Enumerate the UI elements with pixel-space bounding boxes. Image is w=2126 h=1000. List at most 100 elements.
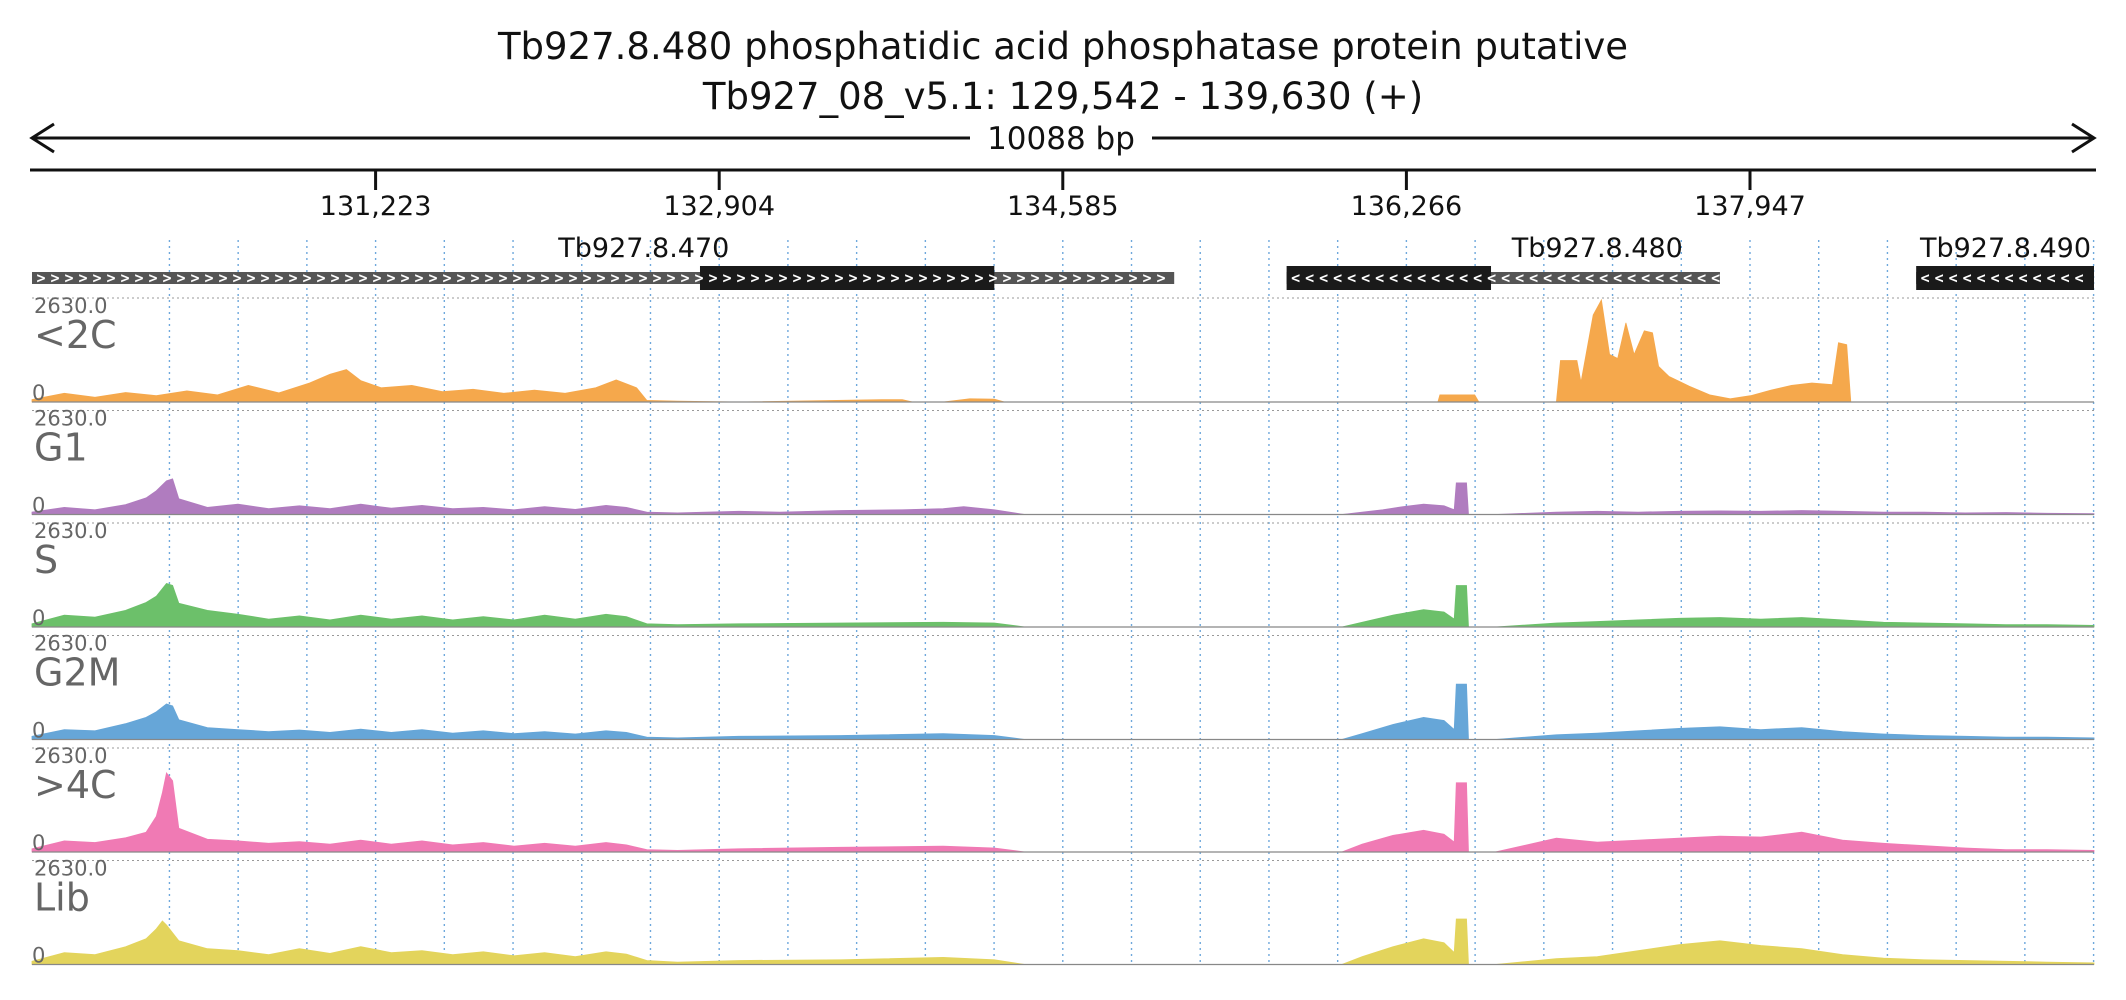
- gene-track: > > > > > > > > > > > > > > > > > > > > > > > > > > > > > > > > > > > > > > > >…: [32, 233, 2094, 290]
- strand-chevron-icon: <: [1529, 269, 1538, 287]
- strand-chevron-icon: >: [1086, 269, 1095, 287]
- strand-chevron-icon: <: [1487, 269, 1496, 287]
- strand-chevron-icon: <: [2019, 269, 2028, 287]
- strand-chevron-icon: >: [1030, 269, 1039, 287]
- strand-chevron-icon: >: [568, 269, 577, 287]
- strand-chevron-icon: >: [820, 269, 829, 287]
- strand-chevron-icon: <: [1697, 269, 1706, 287]
- strand-chevron-icon: >: [50, 269, 59, 287]
- strand-chevron-icon: >: [330, 269, 339, 287]
- strand-chevron-icon: >: [120, 269, 129, 287]
- strand-chevron-icon: >: [624, 269, 633, 287]
- strand-chevron-icon: >: [456, 269, 465, 287]
- track-max-label: 2630.0: [34, 519, 107, 543]
- strand-chevron-icon: <: [1305, 269, 1314, 287]
- gene-cds: [1916, 266, 2094, 290]
- strand-chevron-icon: >: [596, 269, 605, 287]
- strand-chevron-icon: >: [134, 269, 143, 287]
- strand-chevron-icon: >: [344, 269, 353, 287]
- strand-chevron-icon: >: [834, 269, 843, 287]
- strand-chevron-icon: >: [204, 269, 213, 287]
- gene-label: Tb927.8.490: [1919, 233, 2091, 264]
- strand-chevron-icon: <: [1921, 269, 1930, 287]
- strand-chevron-icon: <: [1319, 269, 1328, 287]
- track->4C: 2630.0>4C 0: [31, 744, 2095, 855]
- strand-chevron-icon: <: [1431, 269, 1440, 287]
- strand-chevron-icon: >: [582, 269, 591, 287]
- strand-chevron-icon: >: [652, 269, 661, 287]
- strand-chevron-icon: <: [1669, 269, 1678, 287]
- tick-label: 137,947: [1694, 191, 1806, 222]
- strand-chevron-icon: <: [2061, 269, 2070, 287]
- strand-chevron-icon: <: [1599, 269, 1608, 287]
- strand-chevron-icon: >: [386, 269, 395, 287]
- strand-chevron-icon: >: [442, 269, 451, 287]
- strand-chevron-icon: <: [2075, 269, 2084, 287]
- strand-chevron-icon: >: [1114, 269, 1123, 287]
- track-zero-label: 0: [32, 606, 45, 630]
- strand-chevron-icon: >: [316, 269, 325, 287]
- strand-chevron-icon: >: [92, 269, 101, 287]
- strand-chevron-icon: >: [358, 269, 367, 287]
- coverage-area: [31, 683, 2095, 740]
- track-name: <2C: [34, 313, 117, 357]
- arrow-left-icon: [29, 122, 55, 154]
- strand-chevron-icon: >: [792, 269, 801, 287]
- strand-chevron-icon: <: [1571, 269, 1580, 287]
- strand-chevron-icon: >: [890, 269, 899, 287]
- strand-chevron-icon: >: [722, 269, 731, 287]
- strand-chevron-icon: <: [1501, 269, 1510, 287]
- track-zero-label: 0: [32, 831, 45, 855]
- strand-chevron-icon: >: [806, 269, 815, 287]
- strand-chevron-icon: >: [484, 269, 493, 287]
- strand-chevron-icon: <: [1291, 269, 1300, 287]
- strand-chevron-icon: >: [64, 269, 73, 287]
- strand-chevron-icon: <: [1711, 269, 1720, 287]
- strand-chevron-icon: >: [862, 269, 871, 287]
- track-name: >4C: [34, 763, 117, 807]
- strand-chevron-icon: >: [106, 269, 115, 287]
- strand-chevron-icon: >: [176, 269, 185, 287]
- gene-label: Tb927.8.470: [557, 233, 729, 264]
- coverage-area: [31, 918, 2095, 965]
- track-max-label: 2630.0: [34, 857, 107, 881]
- strand-chevron-icon: >: [932, 269, 941, 287]
- track-max-label: 2630.0: [34, 294, 107, 318]
- strand-chevron-icon: <: [2047, 269, 2056, 287]
- gene-Tb927.8.480[interactable]: < < < < < < < < < < < < < < < < < < < < < < < < < < < < < < <Tb927.8.4…: [1286, 233, 1721, 290]
- strand-chevron-icon: >: [778, 269, 787, 287]
- strand-chevron-icon: >: [498, 269, 507, 287]
- track-name: Lib: [34, 876, 90, 920]
- strand-chevron-icon: >: [1002, 269, 1011, 287]
- track-G1: 2630.0G1 0: [31, 407, 2095, 518]
- strand-chevron-icon: >: [302, 269, 311, 287]
- strand-chevron-icon: <: [1613, 269, 1622, 287]
- strand-chevron-icon: >: [694, 269, 703, 287]
- gene-Tb927.8.470[interactable]: > > > > > > > > > > > > > > > > > > > > > > > > > > > > > > > > > > > > > > > >…: [32, 233, 1175, 290]
- track-zero-label: 0: [32, 719, 45, 743]
- strand-chevron-icon: <: [1347, 269, 1356, 287]
- strand-chevron-icon: <: [1515, 269, 1524, 287]
- strand-chevron-icon: >: [218, 269, 227, 287]
- strand-chevron-icon: >: [288, 269, 297, 287]
- coverage-area: [31, 298, 2094, 403]
- strand-chevron-icon: <: [1389, 269, 1398, 287]
- track-name: S: [34, 538, 58, 582]
- strand-chevron-icon: >: [414, 269, 423, 287]
- strand-chevron-icon: >: [470, 269, 479, 287]
- strand-chevron-icon: >: [610, 269, 619, 287]
- strand-chevron-icon: >: [246, 269, 255, 287]
- coverage-area: [31, 583, 2095, 628]
- strand-chevron-icon: <: [1949, 269, 1958, 287]
- strand-chevron-icon: >: [764, 269, 773, 287]
- strand-chevron-icon: <: [1459, 269, 1468, 287]
- strand-chevron-icon: <: [1445, 269, 1454, 287]
- gene-Tb927.8.490[interactable]: < < < < < < < < < < < < Tb927.8.490: [1916, 233, 2094, 290]
- strand-chevron-icon: >: [540, 269, 549, 287]
- strand-chevron-icon: >: [904, 269, 913, 287]
- strand-chevron-icon: >: [428, 269, 437, 287]
- track-max-label: 2630.0: [34, 744, 107, 768]
